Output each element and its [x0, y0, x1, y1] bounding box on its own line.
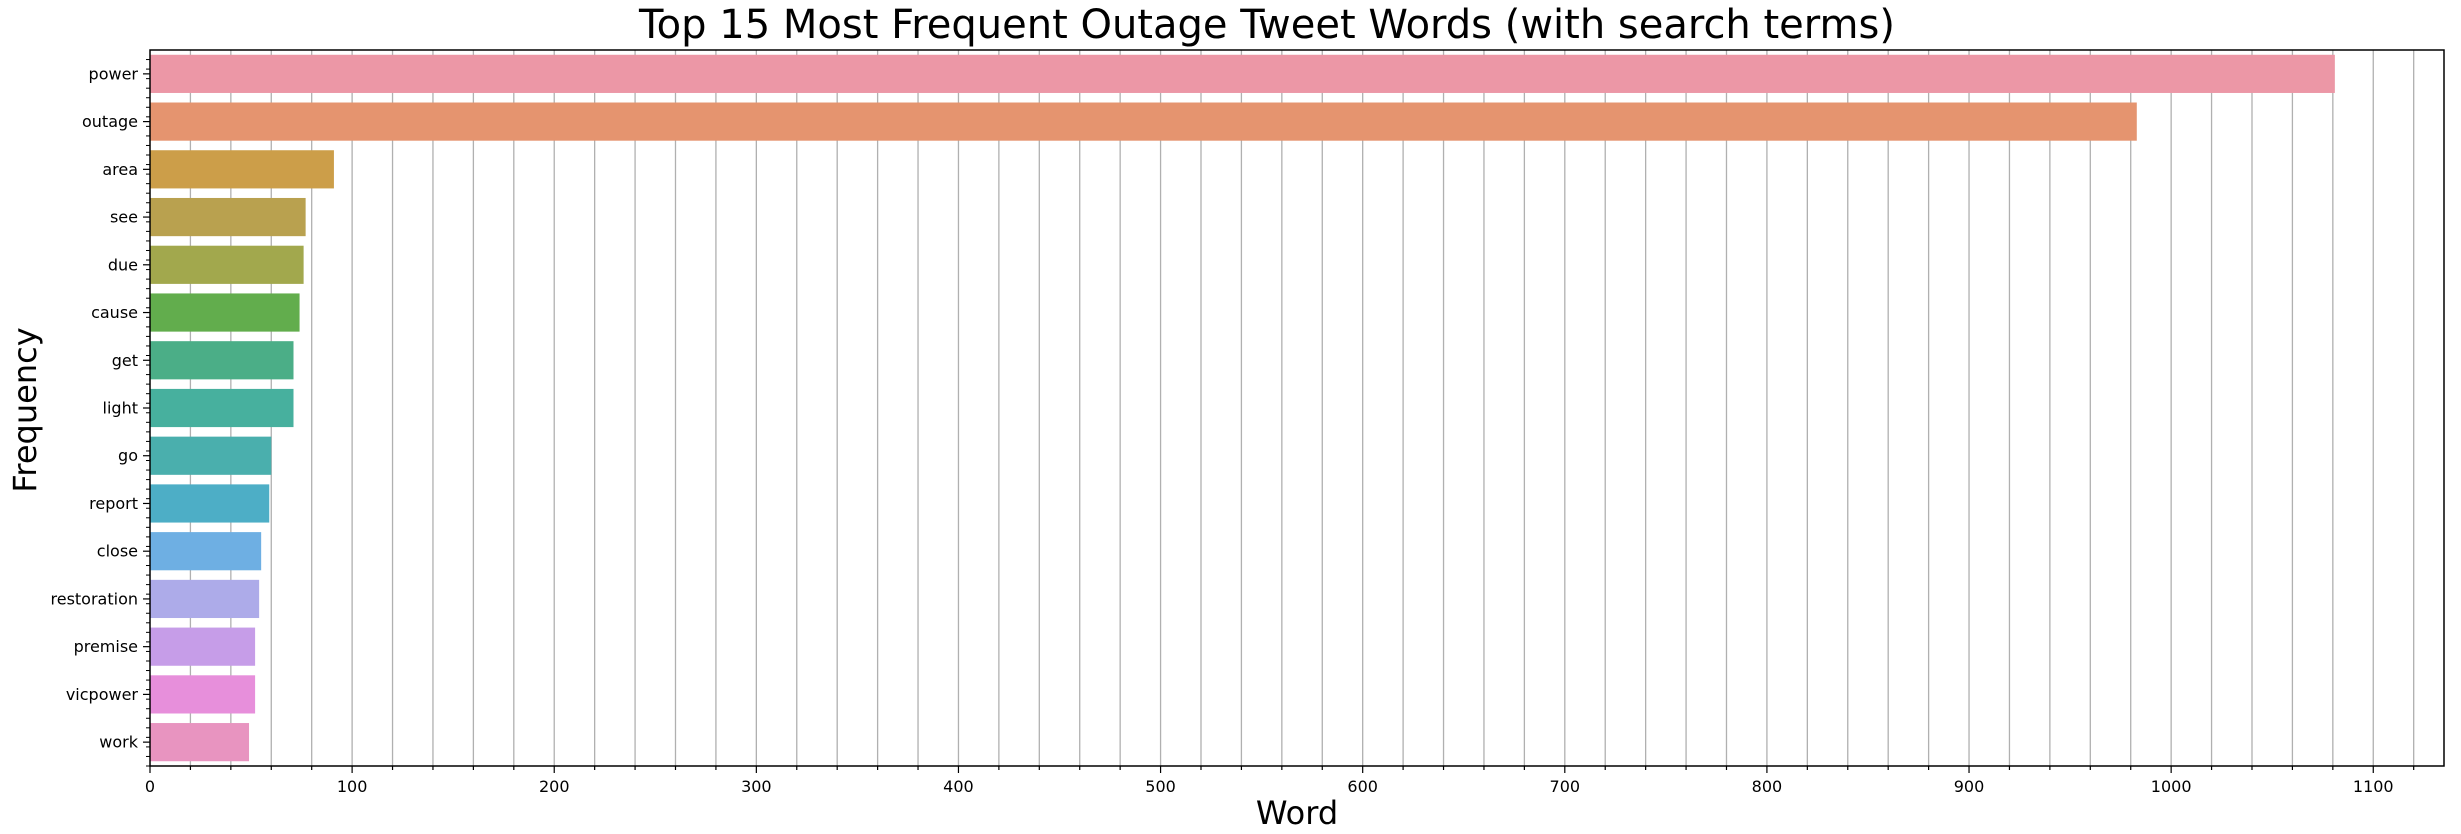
- y-tick-label: light: [103, 399, 138, 418]
- bar-light: [150, 388, 294, 428]
- x-tick-label: 600: [1347, 777, 1378, 796]
- bar-due: [150, 245, 304, 284]
- x-tick-label: 500: [1145, 777, 1176, 796]
- x-tick-label: 1000: [2151, 777, 2192, 796]
- y-tick-label: power: [89, 64, 139, 83]
- bar-vicpower: [150, 675, 256, 714]
- y-tick-label: cause: [91, 303, 138, 322]
- y-axis-label: Frequency: [6, 327, 44, 492]
- y-tick-label: go: [118, 446, 138, 465]
- x-axis-ticks: 0 100 200 300 400 500 600 700 800 900 1000 1100: [145, 766, 2415, 796]
- bar-go: [150, 436, 272, 475]
- bar-cause: [150, 293, 300, 332]
- x-tick-label: 700: [1550, 777, 1581, 796]
- x-tick-label: 1100: [2353, 777, 2394, 796]
- y-tick-label: premise: [74, 637, 138, 656]
- x-tick-label: 100: [337, 777, 368, 796]
- bar-work: [150, 723, 250, 762]
- x-tick-label: 800: [1752, 777, 1783, 796]
- x-tick-label: 0: [145, 777, 155, 796]
- grid-lines: [189, 50, 2415, 766]
- bars: [150, 54, 2335, 762]
- bar-close: [150, 532, 262, 571]
- bar-get: [150, 341, 294, 380]
- bar-see: [150, 197, 306, 237]
- y-tick-label: area: [102, 160, 138, 179]
- y-axis-ticks: power outage area see due cause get light go repo…: [51, 59, 150, 767]
- bar-outage: [150, 102, 2137, 141]
- y-tick-label: vicpower: [66, 685, 139, 704]
- chart-title: Top 15 Most Frequent Outage Tweet Words …: [638, 2, 1895, 48]
- x-tick-label: 200: [539, 777, 570, 796]
- y-tick-label: due: [108, 255, 138, 274]
- plot-frame: [149, 49, 2445, 767]
- bar-premise: [150, 627, 256, 666]
- x-tick-label: 900: [1954, 777, 1985, 796]
- x-tick-label: 400: [943, 777, 974, 796]
- y-tick-label: outage: [82, 112, 138, 131]
- bar-power: [150, 54, 2335, 93]
- bar-area: [150, 150, 334, 189]
- y-tick-label: restoration: [51, 589, 139, 608]
- y-tick-label: get: [112, 351, 138, 370]
- y-tick-label: see: [110, 208, 138, 227]
- x-tick-label: 300: [741, 777, 772, 796]
- y-tick-label: close: [97, 542, 138, 561]
- y-tick-label: report: [89, 494, 138, 513]
- x-axis-label: Word: [1256, 794, 1338, 832]
- y-tick-label: work: [99, 733, 138, 752]
- bar-report: [150, 484, 270, 523]
- bar-restoration: [150, 579, 260, 619]
